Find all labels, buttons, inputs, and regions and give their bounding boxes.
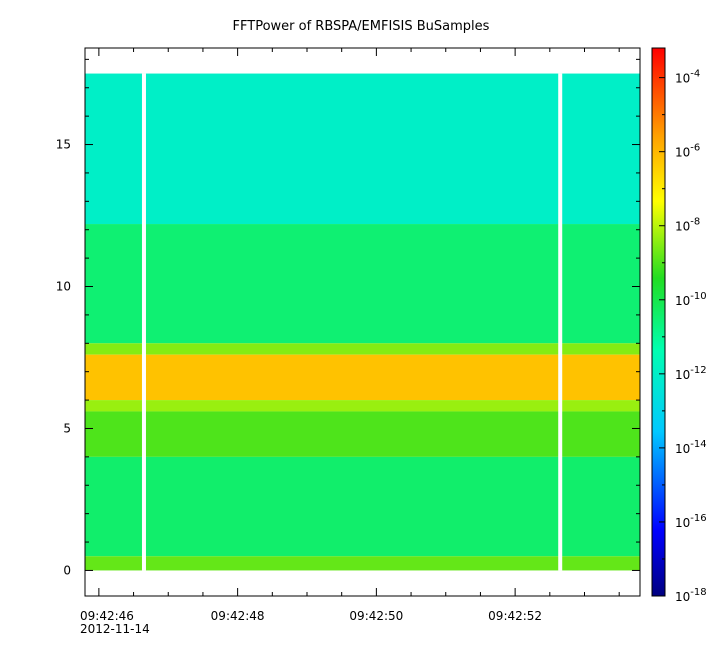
chart-title: FFTPower of RBSPA/EMFISIS BuSamples bbox=[233, 19, 490, 34]
colorbar bbox=[651, 47, 666, 597]
y-tick-label: 10 bbox=[56, 280, 71, 294]
colorbar-axis: 10-4 10-6 10-8 10-10 10-12 10-14 10-16 10-18 bbox=[659, 69, 707, 604]
heatmap-band bbox=[85, 73, 640, 225]
x-tick-label: 09:42:46 bbox=[80, 609, 134, 623]
x-tick-label: 09:42:50 bbox=[349, 609, 403, 623]
colorbar-tick-label: 10-6 bbox=[675, 143, 700, 160]
heatmap-band bbox=[85, 354, 640, 401]
data-gap bbox=[558, 73, 563, 571]
heatmap-band bbox=[85, 456, 640, 557]
plot-frame bbox=[84, 47, 641, 597]
heatmap-band bbox=[85, 343, 640, 355]
y-tick-label: 0 bbox=[63, 563, 71, 577]
heatmap-band bbox=[85, 224, 640, 344]
heatmap-band bbox=[85, 400, 640, 412]
colorbar-tick-label: 10-4 bbox=[675, 69, 700, 86]
x-tick-label: 09:42:52 bbox=[488, 609, 542, 623]
heatmap-band bbox=[85, 411, 640, 457]
x-tick-label: 09:42:48 bbox=[211, 609, 265, 623]
heatmap-band bbox=[85, 556, 640, 571]
colorbar-tick-label: 10-10 bbox=[675, 291, 707, 308]
x-date-label: 2012-11-14 bbox=[80, 622, 150, 636]
y-axis: 0 5 10 15 bbox=[56, 58, 640, 577]
x-axis: 09:42:46 09:42:48 09:42:50 09:42:52 bbox=[80, 48, 620, 623]
data-gap bbox=[141, 73, 146, 571]
plot-area bbox=[85, 73, 640, 571]
colorbar-tick-label: 10-18 bbox=[675, 587, 707, 604]
y-tick-label: 5 bbox=[63, 421, 71, 435]
colorbar-tick-label: 10-8 bbox=[675, 217, 700, 234]
y-tick-label: 15 bbox=[56, 138, 71, 152]
colorbar-tick-label: 10-14 bbox=[675, 439, 707, 456]
colorbar-tick-label: 10-12 bbox=[675, 365, 707, 382]
colorbar-tick-label: 10-16 bbox=[675, 513, 707, 530]
